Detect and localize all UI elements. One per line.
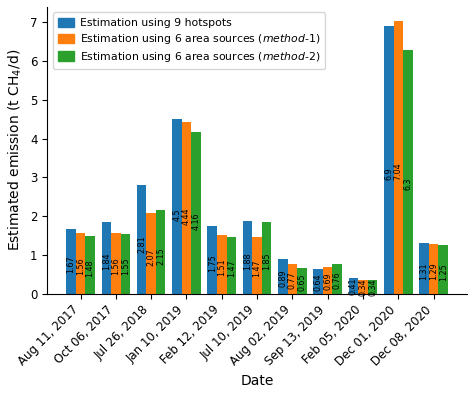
Bar [297,269,307,293]
Bar [429,244,438,293]
Text: 1.88: 1.88 [243,252,252,270]
Text: 0.41: 0.41 [349,278,358,295]
Text: 1.85: 1.85 [262,252,271,270]
Text: 0.76: 0.76 [333,272,342,289]
Bar [313,269,323,293]
Bar [137,185,146,293]
Text: 1.56: 1.56 [111,258,120,275]
Text: 0.89: 0.89 [278,269,287,287]
Bar [288,264,297,293]
Bar [101,222,111,293]
Text: 1.47: 1.47 [227,259,236,277]
Bar [323,267,332,293]
Legend: Estimation using 9 hotspots, Estimation using 6 area sources ($\it{method}$-1), : Estimation using 9 hotspots, Estimation … [53,12,326,70]
Text: 4.16: 4.16 [191,213,201,230]
Bar [66,229,76,293]
Text: 7.04: 7.04 [394,162,403,180]
Bar [227,237,236,293]
Bar [368,280,377,293]
Text: 4.44: 4.44 [182,207,191,225]
Bar [146,213,156,293]
Text: 1.47: 1.47 [253,259,262,277]
Bar [120,233,130,293]
Bar [252,237,262,293]
Bar [262,222,272,293]
Text: 1.25: 1.25 [439,263,448,281]
Bar [76,233,85,293]
Text: 1.55: 1.55 [121,258,130,275]
Bar [85,236,95,293]
Bar [393,21,403,293]
Bar [419,243,429,293]
Text: 0.34: 0.34 [358,279,367,297]
Bar [403,49,413,293]
Bar [384,26,393,293]
Text: 1.75: 1.75 [208,254,217,272]
Bar [332,264,342,293]
Text: 1.48: 1.48 [85,259,94,276]
Bar [278,259,288,293]
Text: 1.51: 1.51 [217,258,226,276]
Bar [358,280,368,293]
Text: 1.67: 1.67 [66,256,75,273]
Bar [172,119,182,293]
Bar [217,235,227,293]
Text: 1.56: 1.56 [76,258,85,275]
Bar [156,211,165,293]
Text: 1.84: 1.84 [102,253,111,270]
Bar [438,245,448,293]
Text: 6.9: 6.9 [384,167,393,180]
Text: 2.15: 2.15 [156,247,165,265]
Bar [191,132,201,293]
Text: 0.65: 0.65 [298,273,306,291]
Text: 1.31: 1.31 [419,262,428,280]
Text: 0.77: 0.77 [288,271,297,289]
Text: 1.29: 1.29 [429,262,438,280]
Text: 0.69: 0.69 [323,273,332,290]
Text: 0.34: 0.34 [368,279,377,297]
Text: 4.5: 4.5 [173,209,182,222]
Bar [111,233,120,293]
Text: 0.64: 0.64 [314,274,323,291]
X-axis label: Date: Date [240,374,274,388]
Bar [182,122,191,293]
Text: 2.07: 2.07 [146,249,155,266]
Text: 6.3: 6.3 [403,177,412,190]
Text: 2.81: 2.81 [137,236,146,254]
Bar [243,221,252,293]
Bar [208,226,217,293]
Y-axis label: Estimated emission (t CH$_4$/d): Estimated emission (t CH$_4$/d) [7,49,24,251]
Bar [349,278,358,293]
